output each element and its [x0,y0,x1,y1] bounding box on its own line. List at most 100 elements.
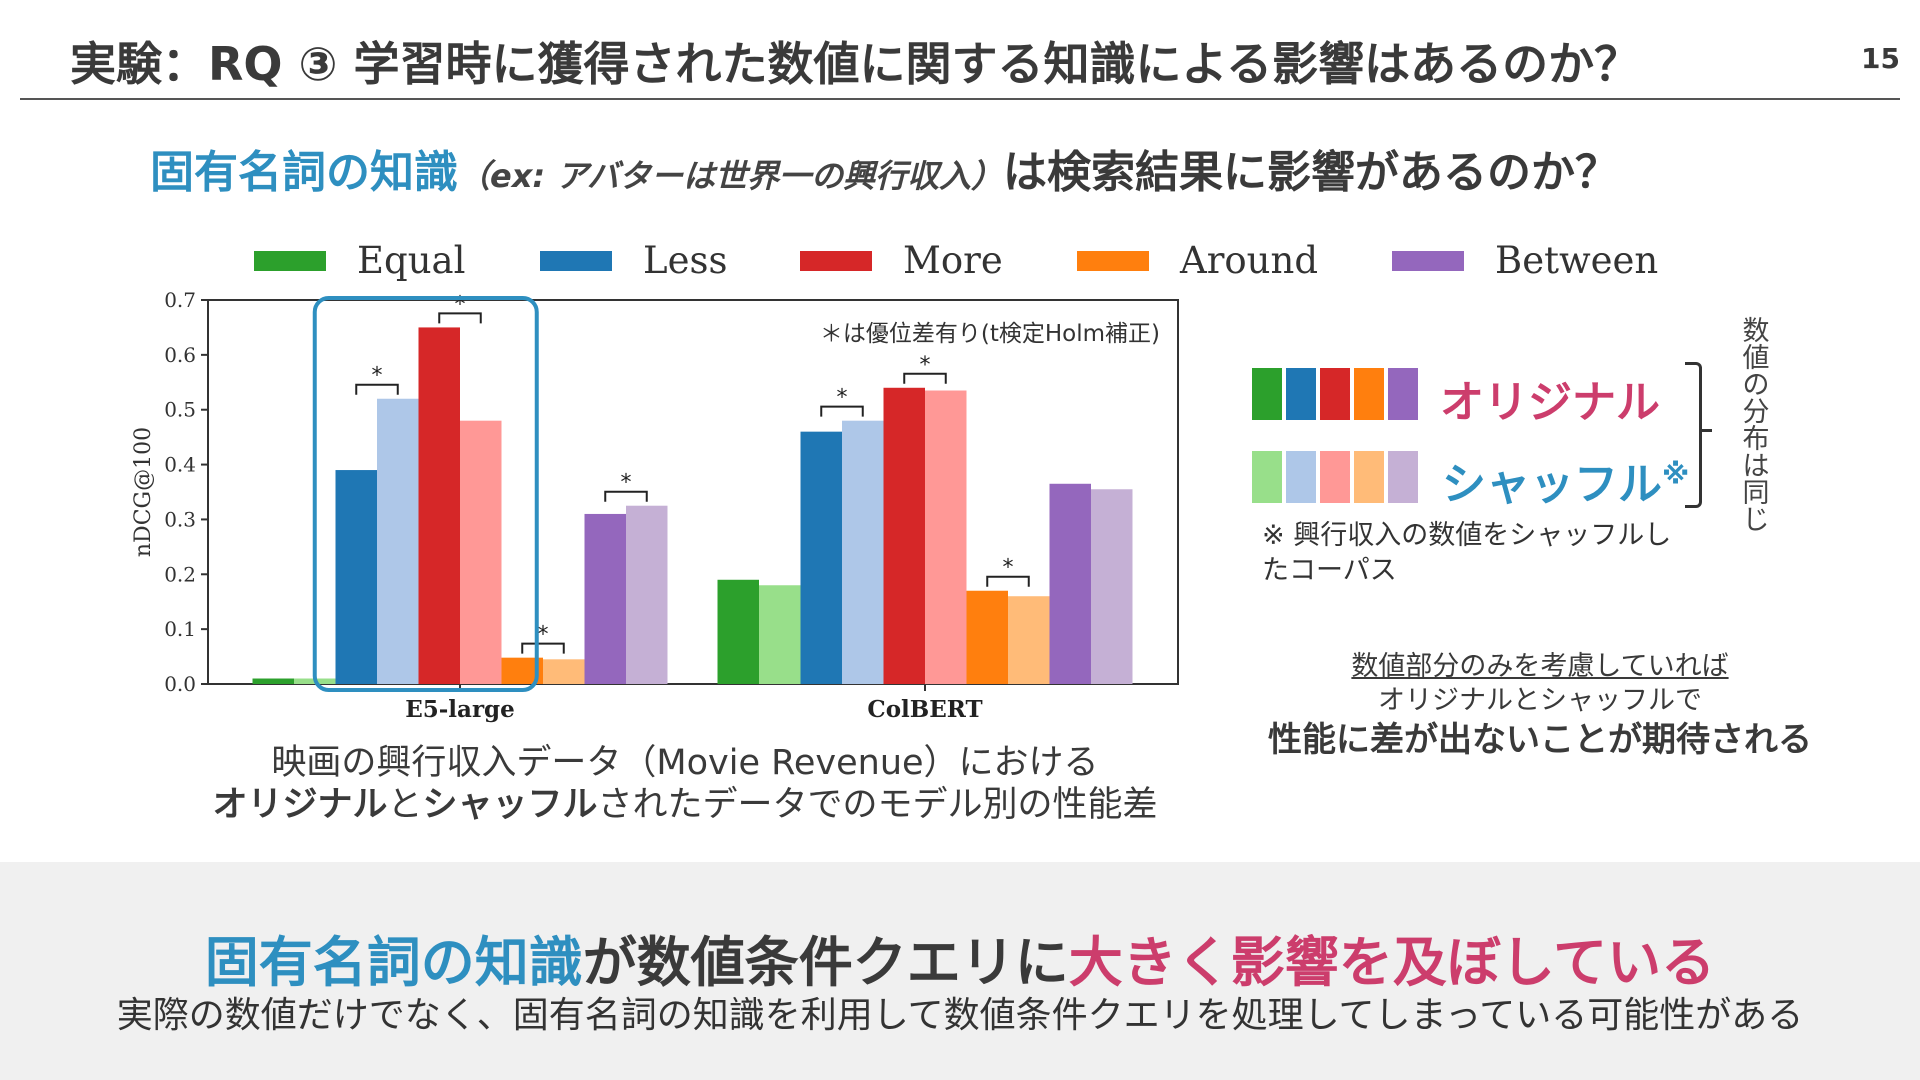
expectation-line-3: 性能に差が出ないことが期待される [1268,720,1812,760]
bar-e5-large-between-original [584,513,626,684]
conclusion-part-3: 大きく影響を及ぼしている [1068,931,1716,994]
chart-caption: 映画の興行収入データ（Movie Revenue）における オリジナルとシャッフ… [140,742,1230,826]
conclusion-part-1: 固有名詞の知識 [204,931,583,994]
bar-e5-large-more-shuffled [460,420,502,684]
significance-bracket [438,312,482,324]
original-swatch-1 [1286,368,1316,420]
y-tick-label: 0.7 [164,288,196,312]
page-number: 15 [1861,42,1900,75]
significance-bracket [521,642,565,654]
y-tick-label: 0.5 [164,398,196,422]
significance-bracket [355,383,399,395]
original-swatch-2 [1320,368,1350,420]
slide-title: 実験：RQ ③ 学習時に獲得された数値に関する知識による影響はあるのか？ [70,37,1641,91]
shuffled-swatch-0 [1252,451,1282,503]
original-label: オリジナル [1440,377,1660,428]
significance-bracket [604,490,648,502]
x-tick-label-e5-large: E5-large [405,696,515,723]
significance-star: * [920,353,931,378]
caption-line-1: 映画の興行収入データ（Movie Revenue）における [271,743,1099,783]
original-swatch-0 [1252,368,1282,420]
shuffled-swatch-2 [1320,451,1350,503]
bar-e5-large-less-original [335,470,377,684]
bar-colbert-equal-original [717,579,759,684]
significance-star: * [538,623,549,648]
bar-colbert-more-original [883,387,925,684]
shuffle-footnote: ※ 興行収入の数値をシャッフルしたコーパス [1262,520,1672,586]
original-swatch-3 [1354,368,1384,420]
y-tick-label: 0.0 [164,672,196,696]
shuffled-swatch-4 [1388,451,1418,503]
caption-and: と [387,785,423,825]
bar-colbert-between-original [1049,483,1091,684]
variant-bracket [1685,362,1702,508]
bar-e5-large-more-original [418,327,460,684]
bar-colbert-less-original [800,431,842,684]
x-tick-label-colbert: ColBERT [867,696,982,723]
conclusion-subtext: 実際の数値だけでなく、固有名詞の知識を利用して数値条件クエリを処理してしまってい… [116,995,1804,1036]
shuffled-mark: ※ [1662,457,1690,491]
significance-star: * [621,471,632,496]
y-tick-label: 0.4 [164,453,196,477]
legend-swatch-between [1392,251,1464,271]
significance-bracket [986,575,1030,587]
expectation-box: 数値部分のみを考慮していれば オリジナルとシャッフルで 性能に差が出ないことが期… [1230,650,1850,762]
y-tick-label: 0.1 [164,617,196,641]
significance-bracket [903,372,947,384]
significance-star: * [837,386,848,411]
question-highlight: 固有名詞の知識 [150,147,458,198]
bar-e5-large-around-shuffled [543,659,585,684]
shuffled-swatch-3 [1354,451,1384,503]
legend-label-less: Less [643,239,727,282]
legend-swatch-around [1077,251,1149,271]
caption-shuffle: シャッフル [422,785,598,825]
plot-frame [207,299,1179,685]
significance-star: * [372,364,383,389]
legend-swatch-less [540,251,612,271]
y-axis-label: nDCG@100 [131,427,156,557]
question-rest: は検索結果に影響があるのか？ [1003,147,1620,198]
y-tick-label: 0.6 [164,343,196,367]
bar-colbert-equal-shuffled [759,585,801,684]
bar-colbert-more-shuffled [925,390,967,684]
legend-swatch-equal [254,251,326,271]
significance-star: * [1003,556,1014,581]
expectation-line-1: 数値部分のみを考慮していれば [1351,651,1729,682]
bar-colbert-between-shuffled [1091,489,1133,684]
title-divider [20,98,1900,100]
expectation-line-2: オリジナルとシャッフルで [1378,685,1702,716]
conclusion-panel [0,862,1920,1080]
legend-label-around: Around [1179,239,1318,282]
significance-star: * [455,292,466,317]
shuffled-swatch-1 [1286,451,1316,503]
bar-e5-large-equal-original [252,678,294,684]
shuffled-color-swatches [1252,451,1418,503]
legend-label-between: Between [1495,239,1658,282]
highlight-box-e5-large [312,296,539,692]
significance-annotation: ＊は優位差有り(t検定Holm補正) [820,321,1160,347]
legend-label-more: More [903,239,1003,282]
caption-line-2: オリジナルとシャッフルされたデータでのモデル別の性能差 [140,784,1230,826]
conclusion-part-2: が数値条件クエリに [582,931,1069,994]
bar-colbert-less-shuffled [842,420,884,684]
question-example: （ex: アバターは世界一の興行収入） [458,157,1004,195]
bar-e5-large-less-shuffled [377,398,419,684]
bar-e5-large-between-shuffled [626,505,668,684]
significance-bracket [820,405,864,417]
original-color-swatches [1252,368,1418,420]
variant-bracket-tip [1700,429,1712,432]
shuffled-label: シャッフル※ [1442,448,1689,512]
bar-colbert-around-original [966,590,1008,684]
legend-swatch-more [800,251,872,271]
original-swatch-4 [1388,368,1418,420]
caption-original: オリジナル [212,785,388,825]
caption-rest: されたデータでのモデル別の性能差 [597,785,1158,825]
same-distribution-note: 数値の分布は同じ [1742,316,1770,536]
bar-colbert-around-shuffled [1008,596,1050,684]
y-tick-label: 0.3 [164,507,196,531]
conclusion-headline: 固有名詞の知識が数値条件クエリに大きく影響を及ぼしている [0,918,1920,997]
y-tick-label: 0.2 [164,562,196,586]
legend-label-equal: Equal [357,239,465,282]
research-question: 固有名詞の知識（ex: アバターは世界一の興行収入）は検索結果に影響があるのか？ [150,136,1619,200]
